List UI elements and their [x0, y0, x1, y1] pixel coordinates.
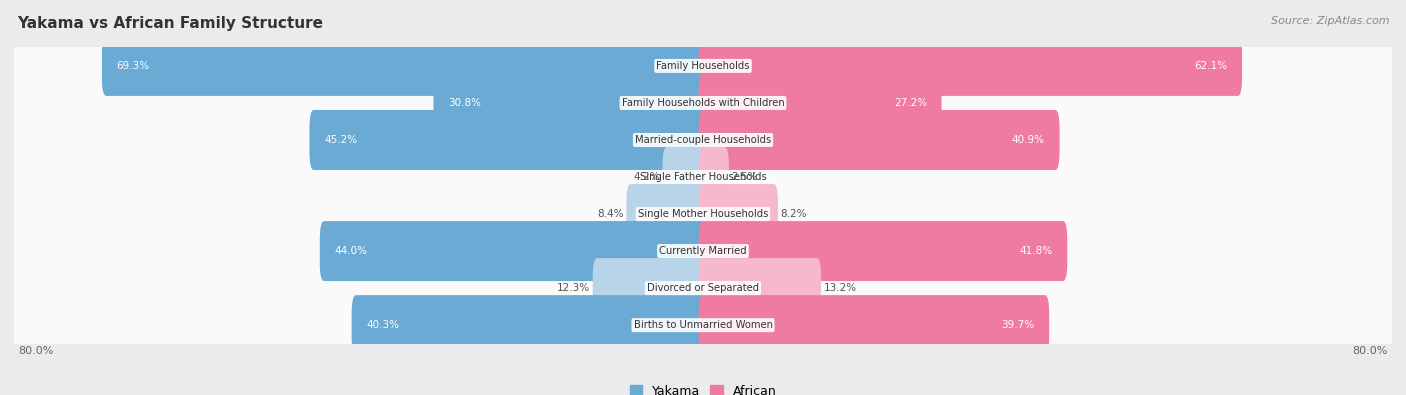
FancyBboxPatch shape [699, 184, 778, 244]
Legend: Yakama, African: Yakama, African [624, 380, 782, 395]
Text: Single Mother Households: Single Mother Households [638, 209, 768, 219]
Text: 45.2%: 45.2% [323, 135, 357, 145]
FancyBboxPatch shape [433, 73, 707, 133]
Text: Yakama vs African Family Structure: Yakama vs African Family Structure [17, 16, 323, 31]
Text: Family Households: Family Households [657, 61, 749, 71]
Text: 44.0%: 44.0% [335, 246, 367, 256]
Text: 8.2%: 8.2% [780, 209, 807, 219]
Text: 80.0%: 80.0% [18, 346, 53, 356]
FancyBboxPatch shape [699, 221, 1067, 281]
FancyBboxPatch shape [699, 295, 1049, 355]
FancyBboxPatch shape [352, 295, 707, 355]
FancyBboxPatch shape [14, 298, 1392, 353]
Text: 12.3%: 12.3% [557, 283, 591, 293]
FancyBboxPatch shape [319, 221, 707, 281]
Text: 27.2%: 27.2% [894, 98, 927, 108]
FancyBboxPatch shape [699, 110, 1060, 170]
Text: Married-couple Households: Married-couple Households [636, 135, 770, 145]
Text: 40.9%: 40.9% [1012, 135, 1045, 145]
Text: Family Households with Children: Family Households with Children [621, 98, 785, 108]
FancyBboxPatch shape [14, 113, 1392, 167]
FancyBboxPatch shape [699, 258, 821, 318]
Text: Currently Married: Currently Married [659, 246, 747, 256]
FancyBboxPatch shape [14, 39, 1392, 93]
FancyBboxPatch shape [593, 258, 707, 318]
FancyBboxPatch shape [699, 73, 942, 133]
FancyBboxPatch shape [14, 261, 1392, 316]
FancyBboxPatch shape [699, 36, 1241, 96]
Text: 40.3%: 40.3% [367, 320, 399, 330]
Text: Single Father Households: Single Father Households [640, 172, 766, 182]
Text: Births to Unmarried Women: Births to Unmarried Women [634, 320, 772, 330]
FancyBboxPatch shape [309, 110, 707, 170]
FancyBboxPatch shape [626, 184, 707, 244]
Text: 41.8%: 41.8% [1019, 246, 1053, 256]
Text: Divorced or Separated: Divorced or Separated [647, 283, 759, 293]
FancyBboxPatch shape [14, 186, 1392, 241]
Text: 80.0%: 80.0% [1353, 346, 1388, 356]
FancyBboxPatch shape [14, 75, 1392, 130]
Text: 4.2%: 4.2% [634, 172, 659, 182]
Text: 62.1%: 62.1% [1194, 61, 1227, 71]
FancyBboxPatch shape [101, 36, 707, 96]
Text: 8.4%: 8.4% [598, 209, 624, 219]
Text: 69.3%: 69.3% [117, 61, 149, 71]
FancyBboxPatch shape [14, 224, 1392, 278]
Text: 2.5%: 2.5% [731, 172, 758, 182]
Text: Source: ZipAtlas.com: Source: ZipAtlas.com [1271, 16, 1389, 26]
FancyBboxPatch shape [699, 147, 728, 207]
Text: 13.2%: 13.2% [824, 283, 856, 293]
FancyBboxPatch shape [662, 147, 707, 207]
FancyBboxPatch shape [14, 150, 1392, 205]
Text: 39.7%: 39.7% [1001, 320, 1035, 330]
Text: 30.8%: 30.8% [449, 98, 481, 108]
